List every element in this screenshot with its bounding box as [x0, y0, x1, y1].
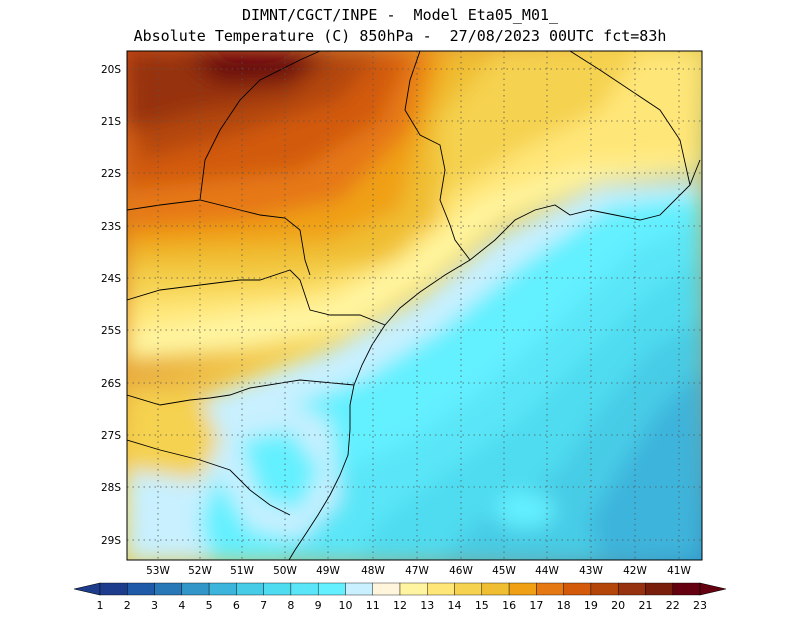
lon-label-43w: 43W	[579, 565, 603, 577]
colorbar-label: 14	[448, 599, 462, 612]
colorbar-label: 7	[260, 599, 267, 612]
colorbar-label: 5	[206, 599, 213, 612]
colorbar-swatch	[563, 582, 592, 596]
colorbar-label: 16	[502, 599, 516, 612]
colorbar: 1 2 3 4 5 6 7 8 9 10 11 12 13 14 15 16 17 18 19 20 21 22 23	[73, 582, 727, 612]
lon-label-48w: 48W	[361, 565, 385, 577]
colorbar-swatch	[645, 582, 673, 596]
colorbar-right-arrow	[699, 582, 727, 596]
colorbar-label: 10	[338, 599, 352, 612]
colorbar-swatch	[236, 582, 264, 596]
colorbar-label: 18	[557, 599, 571, 612]
colorbar-label: 11	[366, 599, 380, 612]
colorbar-label: 4	[178, 599, 185, 612]
lon-label-53w: 53W	[146, 565, 170, 577]
colorbar-swatch	[372, 582, 401, 596]
colorbar-label: 20	[611, 599, 625, 612]
colorbar-label: 21	[638, 599, 652, 612]
colorbar-left-arrow	[73, 582, 101, 596]
colorbar-label: 2	[124, 599, 131, 612]
colorbar-swatch	[481, 582, 510, 596]
colorbar-swatch	[154, 582, 183, 596]
temperature-field	[127, 51, 702, 560]
lon-label-49w: 49W	[316, 565, 340, 577]
lat-label-20s: 20S	[101, 64, 121, 76]
colorbar-label: 6	[233, 599, 240, 612]
colorbar-label: 3	[151, 599, 158, 612]
colorbar-swatch	[263, 582, 292, 596]
lon-label-45w: 45W	[492, 565, 516, 577]
colorbar-swatch	[127, 582, 155, 596]
lat-label-28s: 28S	[101, 482, 121, 494]
lon-label-44w: 44W	[535, 565, 559, 577]
lon-label-46w: 46W	[449, 565, 473, 577]
lat-label-25s: 25S	[101, 325, 121, 337]
grid-lines	[127, 51, 702, 560]
colorbar-swatch	[317, 582, 346, 596]
lon-label-47w: 47W	[405, 565, 429, 577]
colorbar-swatch	[427, 582, 455, 596]
colorbar-swatch	[99, 582, 128, 596]
colorbar-swatch	[454, 582, 483, 596]
lon-label-42w: 42W	[623, 565, 647, 577]
title-line-2: Absolute Temperature (C) 850hPa - 27/08/…	[133, 27, 667, 45]
lat-label-26s: 26S	[101, 378, 121, 390]
colorbar-label: 13	[420, 599, 434, 612]
colorbar-swatch	[208, 582, 237, 596]
colorbar-swatch	[345, 582, 373, 596]
lat-label-29s: 29S	[101, 535, 121, 547]
lat-label-24s: 24S	[101, 273, 121, 285]
lat-label-21s: 21S	[101, 116, 121, 128]
colorbar-swatch	[672, 582, 701, 596]
colorbar-swatch	[508, 582, 537, 596]
colorbar-label: 12	[393, 599, 407, 612]
colorbar-label: 23	[693, 599, 707, 612]
colorbar-label: 9	[315, 599, 322, 612]
colorbar-label: 15	[475, 599, 489, 612]
colorbar-swatch	[181, 582, 210, 596]
plot-frame	[126, 50, 703, 561]
lat-label-27s: 27S	[101, 430, 121, 442]
lon-label-50w: 50W	[273, 565, 297, 577]
colorbar-swatch	[290, 582, 319, 596]
coastline-and-borders	[127, 51, 701, 560]
lat-label-23s: 23S	[101, 221, 121, 233]
colorbar-swatch	[399, 582, 428, 596]
title-line-1: DIMNT/CGCT/INPE - Model Eta05_M01_	[241, 6, 559, 24]
lon-label-41w: 41W	[667, 565, 691, 577]
colorbar-label: 19	[584, 599, 598, 612]
colorbar-label: 17	[529, 599, 543, 612]
colorbar-swatch	[536, 582, 564, 596]
lon-label-51w: 51W	[230, 565, 254, 577]
lat-label-22s: 22S	[101, 168, 121, 180]
lon-label-52w: 52W	[188, 565, 212, 577]
colorbar-swatch	[590, 582, 619, 596]
colorbar-label: 1	[97, 599, 104, 612]
colorbar-swatch	[617, 582, 646, 596]
colorbar-label: 22	[666, 599, 680, 612]
colorbar-label: 8	[287, 599, 294, 612]
